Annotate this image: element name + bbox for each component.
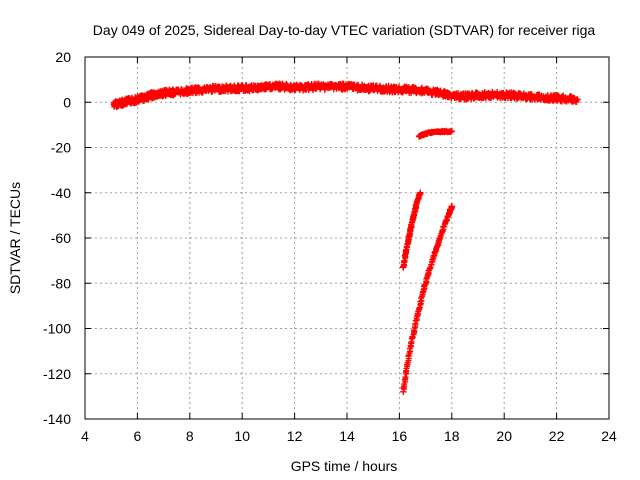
y-axis-title: SDTVAR / TECUs	[7, 182, 23, 294]
data-point	[448, 128, 455, 135]
x-tick-label: 22	[549, 428, 565, 444]
data-point	[426, 265, 433, 272]
x-tick-label: 16	[392, 428, 408, 444]
x-tick-label: 4	[81, 428, 89, 444]
data-point	[266, 80, 273, 87]
x-tick-label: 6	[134, 428, 142, 444]
data-point	[178, 86, 185, 93]
data-point	[417, 298, 424, 305]
x-tick-label: 20	[496, 428, 512, 444]
data-point	[402, 247, 409, 254]
data-point	[439, 227, 446, 234]
x-tick-label: 10	[234, 428, 250, 444]
y-tick-label: -20	[51, 140, 71, 156]
x-tick-label: 12	[287, 428, 303, 444]
y-tick-label: 0	[63, 94, 71, 110]
y-tick-label: -80	[51, 275, 71, 291]
data-point	[402, 374, 409, 381]
data-point	[448, 203, 455, 210]
grid-lines	[85, 57, 609, 419]
x-tick-label: 18	[444, 428, 460, 444]
y-tick-label: -120	[43, 366, 71, 382]
x-tick-label: 14	[339, 428, 355, 444]
data-points	[110, 80, 581, 396]
data-point	[417, 189, 424, 196]
data-point	[416, 305, 423, 312]
chart-title: Day 049 of 2025, Sidereal Day-to-day VTE…	[93, 22, 596, 38]
y-tick-label: -60	[51, 230, 71, 246]
y-tick-label: -140	[43, 411, 71, 427]
data-point	[574, 96, 581, 103]
x-axis-title: GPS time / hours	[291, 458, 398, 474]
x-tick-label: 8	[186, 428, 194, 444]
y-tick-label: -40	[51, 185, 71, 201]
x-tick-label: 24	[601, 428, 617, 444]
axis-ticks: 4 6 8 10 12 14 16 18 20 22 24 -140 -120 -100 -80 -60 -40…	[43, 49, 617, 444]
y-tick-label: 20	[55, 49, 71, 65]
y-tick-label: -100	[43, 321, 71, 337]
